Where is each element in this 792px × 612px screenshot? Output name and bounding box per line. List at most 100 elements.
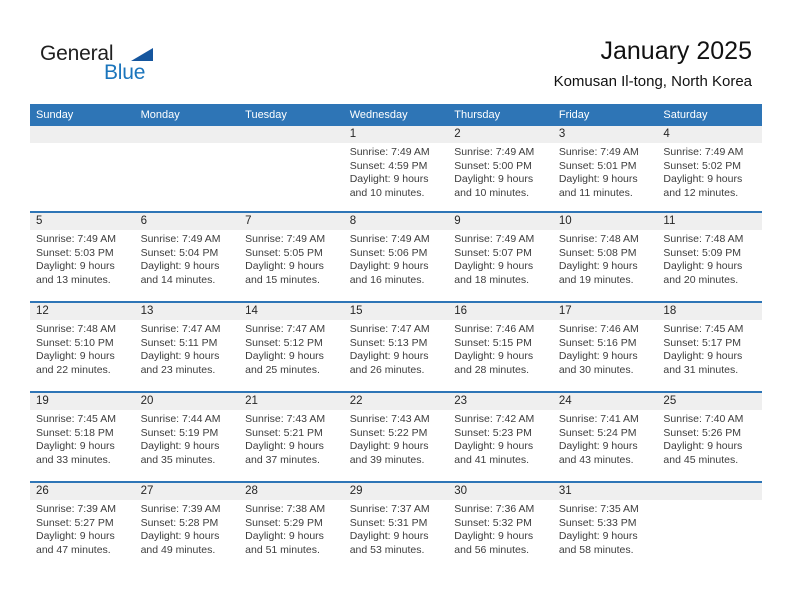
sunset-line: Sunset: 5:26 PM [663, 426, 742, 439]
daylight-line: Daylight: 9 hours and 18 minutes. [454, 260, 534, 286]
day-header-monday: Monday [140, 109, 180, 121]
sunrise-line: Sunrise: 7:45 AM [663, 323, 744, 335]
day-cell: Sunrise: 7:47 AM Sunset: 5:11 PM Daylight:… [135, 320, 240, 377]
sunset-line: Sunset: 5:27 PM [36, 516, 114, 529]
day-number: 15 [349, 305, 363, 317]
daylight-line: Daylight: 9 hours and 10 minutes. [454, 173, 534, 199]
sunrise-line: Sunrise: 7:40 AM [663, 413, 744, 425]
day-cell: Sunrise: 7:38 AM Sunset: 5:29 PM Daylight:… [239, 500, 344, 557]
sunset-line: Sunset: 5:07 PM [454, 246, 532, 259]
sunset-line: Sunset: 5:09 PM [663, 246, 742, 259]
day-header-friday: Friday [558, 109, 590, 121]
sunset-line: Sunset: 5:17 PM [663, 336, 742, 349]
day-number-strip: 26 27 28 29 30 31 [30, 483, 762, 500]
daylight-line: Daylight: 9 hours and 53 minutes. [349, 530, 429, 556]
sunrise-line: Sunrise: 7:49 AM [558, 146, 639, 158]
daylight-line: Daylight: 9 hours and 11 minutes. [558, 173, 638, 199]
sunrise-line: Sunrise: 7:49 AM [663, 146, 744, 158]
week-row: 12 13 14 15 16 17 18 Sunrise: 7:48 AM Sunset: 5:… [30, 301, 762, 391]
sunrise-line: Sunrise: 7:48 AM [558, 233, 639, 245]
week-row: 1 2 3 4 Sunrise: 7:49 AM Sunset: 4:59 PM Dayli… [30, 126, 762, 211]
day-cell: Sunrise: 7:46 AM Sunset: 5:15 PM Daylight:… [448, 320, 553, 377]
sunset-line: Sunset: 5:24 PM [558, 426, 637, 439]
day-number: 8 [349, 215, 357, 227]
day-number [135, 126, 240, 143]
day-cell: Sunrise: 7:45 AM Sunset: 5:17 PM Daylight:… [657, 320, 762, 377]
day-number: 3 [558, 128, 566, 140]
empty-day-cell [239, 143, 344, 200]
day-cell: Sunrise: 7:49 AM Sunset: 5:01 PM Daylight:… [553, 143, 658, 200]
daylight-line: Daylight: 9 hours and 28 minutes. [454, 350, 534, 376]
empty-day-cell [135, 143, 240, 200]
day-cell: Sunrise: 7:48 AM Sunset: 5:10 PM Daylight:… [30, 320, 135, 377]
daylight-line: Daylight: 9 hours and 49 minutes. [140, 530, 220, 556]
daylight-line: Daylight: 9 hours and 47 minutes. [36, 530, 115, 556]
day-cell: Sunrise: 7:35 AM Sunset: 5:33 PM Daylight:… [553, 500, 658, 557]
daylight-line: Daylight: 9 hours and 20 minutes. [663, 260, 743, 286]
empty-day-cell [30, 143, 135, 200]
day-number: 23 [454, 395, 468, 407]
day-number-strip: 5 6 7 8 9 10 11 [30, 213, 762, 230]
day-number: 12 [36, 305, 49, 317]
day-cell: Sunrise: 7:47 AM Sunset: 5:13 PM Daylight:… [344, 320, 449, 377]
day-number: 11 [663, 215, 676, 227]
day-number: 26 [36, 485, 49, 497]
day-number-strip: 19 20 21 22 23 24 25 [30, 393, 762, 410]
calendar-table: Sunday Monday Tuesday Wednesday Thursday Frid… [30, 104, 762, 571]
day-number [657, 483, 762, 500]
day-number: 4 [663, 128, 670, 140]
day-number: 30 [454, 485, 468, 497]
day-cell: Sunrise: 7:48 AM Sunset: 5:08 PM Daylight:… [553, 230, 658, 287]
sunset-line: Sunset: 5:04 PM [140, 246, 219, 259]
weeks: 1 2 3 4 Sunrise: 7:49 AM Sunset: 4:59 PM Dayli… [30, 126, 762, 571]
day-header-thursday: Thursday [454, 109, 501, 121]
day-cell: Sunrise: 7:41 AM Sunset: 5:24 PM Daylight:… [553, 410, 658, 467]
daylight-line: Daylight: 9 hours and 23 minutes. [140, 350, 220, 376]
day-number [30, 126, 135, 143]
sunset-line: Sunset: 5:15 PM [454, 336, 532, 349]
logo-word-blue: Blue [104, 61, 146, 84]
week-row: 19 20 21 22 23 24 25 Sunrise: 7:45 AM Sunset: 5:… [30, 391, 762, 481]
sunset-line: Sunset: 5:33 PM [558, 516, 637, 529]
day-number: 14 [245, 305, 258, 317]
day-cell: Sunrise: 7:45 AM Sunset: 5:18 PM Daylight:… [30, 410, 135, 467]
day-header-tuesday: Tuesday [245, 109, 287, 121]
day-number: 20 [140, 395, 154, 407]
day-cell: Sunrise: 7:49 AM Sunset: 5:05 PM Daylight:… [239, 230, 344, 287]
sunset-line: Sunset: 5:16 PM [558, 336, 637, 349]
day-number: 19 [36, 395, 49, 407]
sunrise-line: Sunrise: 7:45 AM [36, 413, 116, 425]
daylight-line: Daylight: 9 hours and 25 minutes. [245, 350, 324, 376]
day-number: 16 [454, 305, 468, 317]
day-cell: Sunrise: 7:47 AM Sunset: 5:12 PM Daylight:… [239, 320, 344, 377]
day-cell: Sunrise: 7:42 AM Sunset: 5:23 PM Daylight:… [448, 410, 553, 467]
logo-triangle-icon [131, 48, 153, 61]
sunset-line: Sunset: 5:32 PM [454, 516, 532, 529]
location-subtitle: Komusan Il-tong, North Korea [553, 73, 752, 90]
day-number: 9 [454, 215, 461, 227]
sunrise-line: Sunrise: 7:42 AM [454, 413, 535, 425]
general-blue-logo: General Blue [30, 40, 170, 88]
daylight-line: Daylight: 9 hours and 16 minutes. [349, 260, 429, 286]
month-title: January 2025 [600, 37, 752, 65]
sunset-line: Sunset: 5:00 PM [454, 159, 532, 172]
daylight-line: Daylight: 9 hours and 35 minutes. [140, 440, 220, 466]
sunset-line: Sunset: 4:59 PM [349, 159, 428, 172]
daylight-line: Daylight: 9 hours and 26 minutes. [349, 350, 429, 376]
sunrise-line: Sunrise: 7:49 AM [36, 233, 116, 245]
day-details-row: Sunrise: 7:49 AM Sunset: 5:03 PM Daylight:… [30, 230, 762, 287]
daylight-line: Daylight: 9 hours and 30 minutes. [558, 350, 638, 376]
daylight-line: Daylight: 9 hours and 12 minutes. [663, 173, 743, 199]
sunrise-line: Sunrise: 7:37 AM [349, 503, 430, 515]
sunset-line: Sunset: 5:12 PM [245, 336, 323, 349]
sunrise-line: Sunrise: 7:36 AM [454, 503, 535, 515]
day-cell: Sunrise: 7:43 AM Sunset: 5:22 PM Daylight:… [344, 410, 449, 467]
sunrise-line: Sunrise: 7:49 AM [454, 146, 535, 158]
day-cell: Sunrise: 7:37 AM Sunset: 5:31 PM Daylight:… [344, 500, 449, 557]
sunrise-line: Sunrise: 7:39 AM [140, 503, 221, 515]
day-cell: Sunrise: 7:43 AM Sunset: 5:21 PM Daylight:… [239, 410, 344, 467]
day-cell: Sunrise: 7:49 AM Sunset: 5:00 PM Daylight:… [448, 143, 553, 200]
sunrise-line: Sunrise: 7:49 AM [349, 146, 430, 158]
day-cell: Sunrise: 7:49 AM Sunset: 5:03 PM Daylight:… [30, 230, 135, 287]
day-header-wednesday: Wednesday [349, 109, 408, 121]
